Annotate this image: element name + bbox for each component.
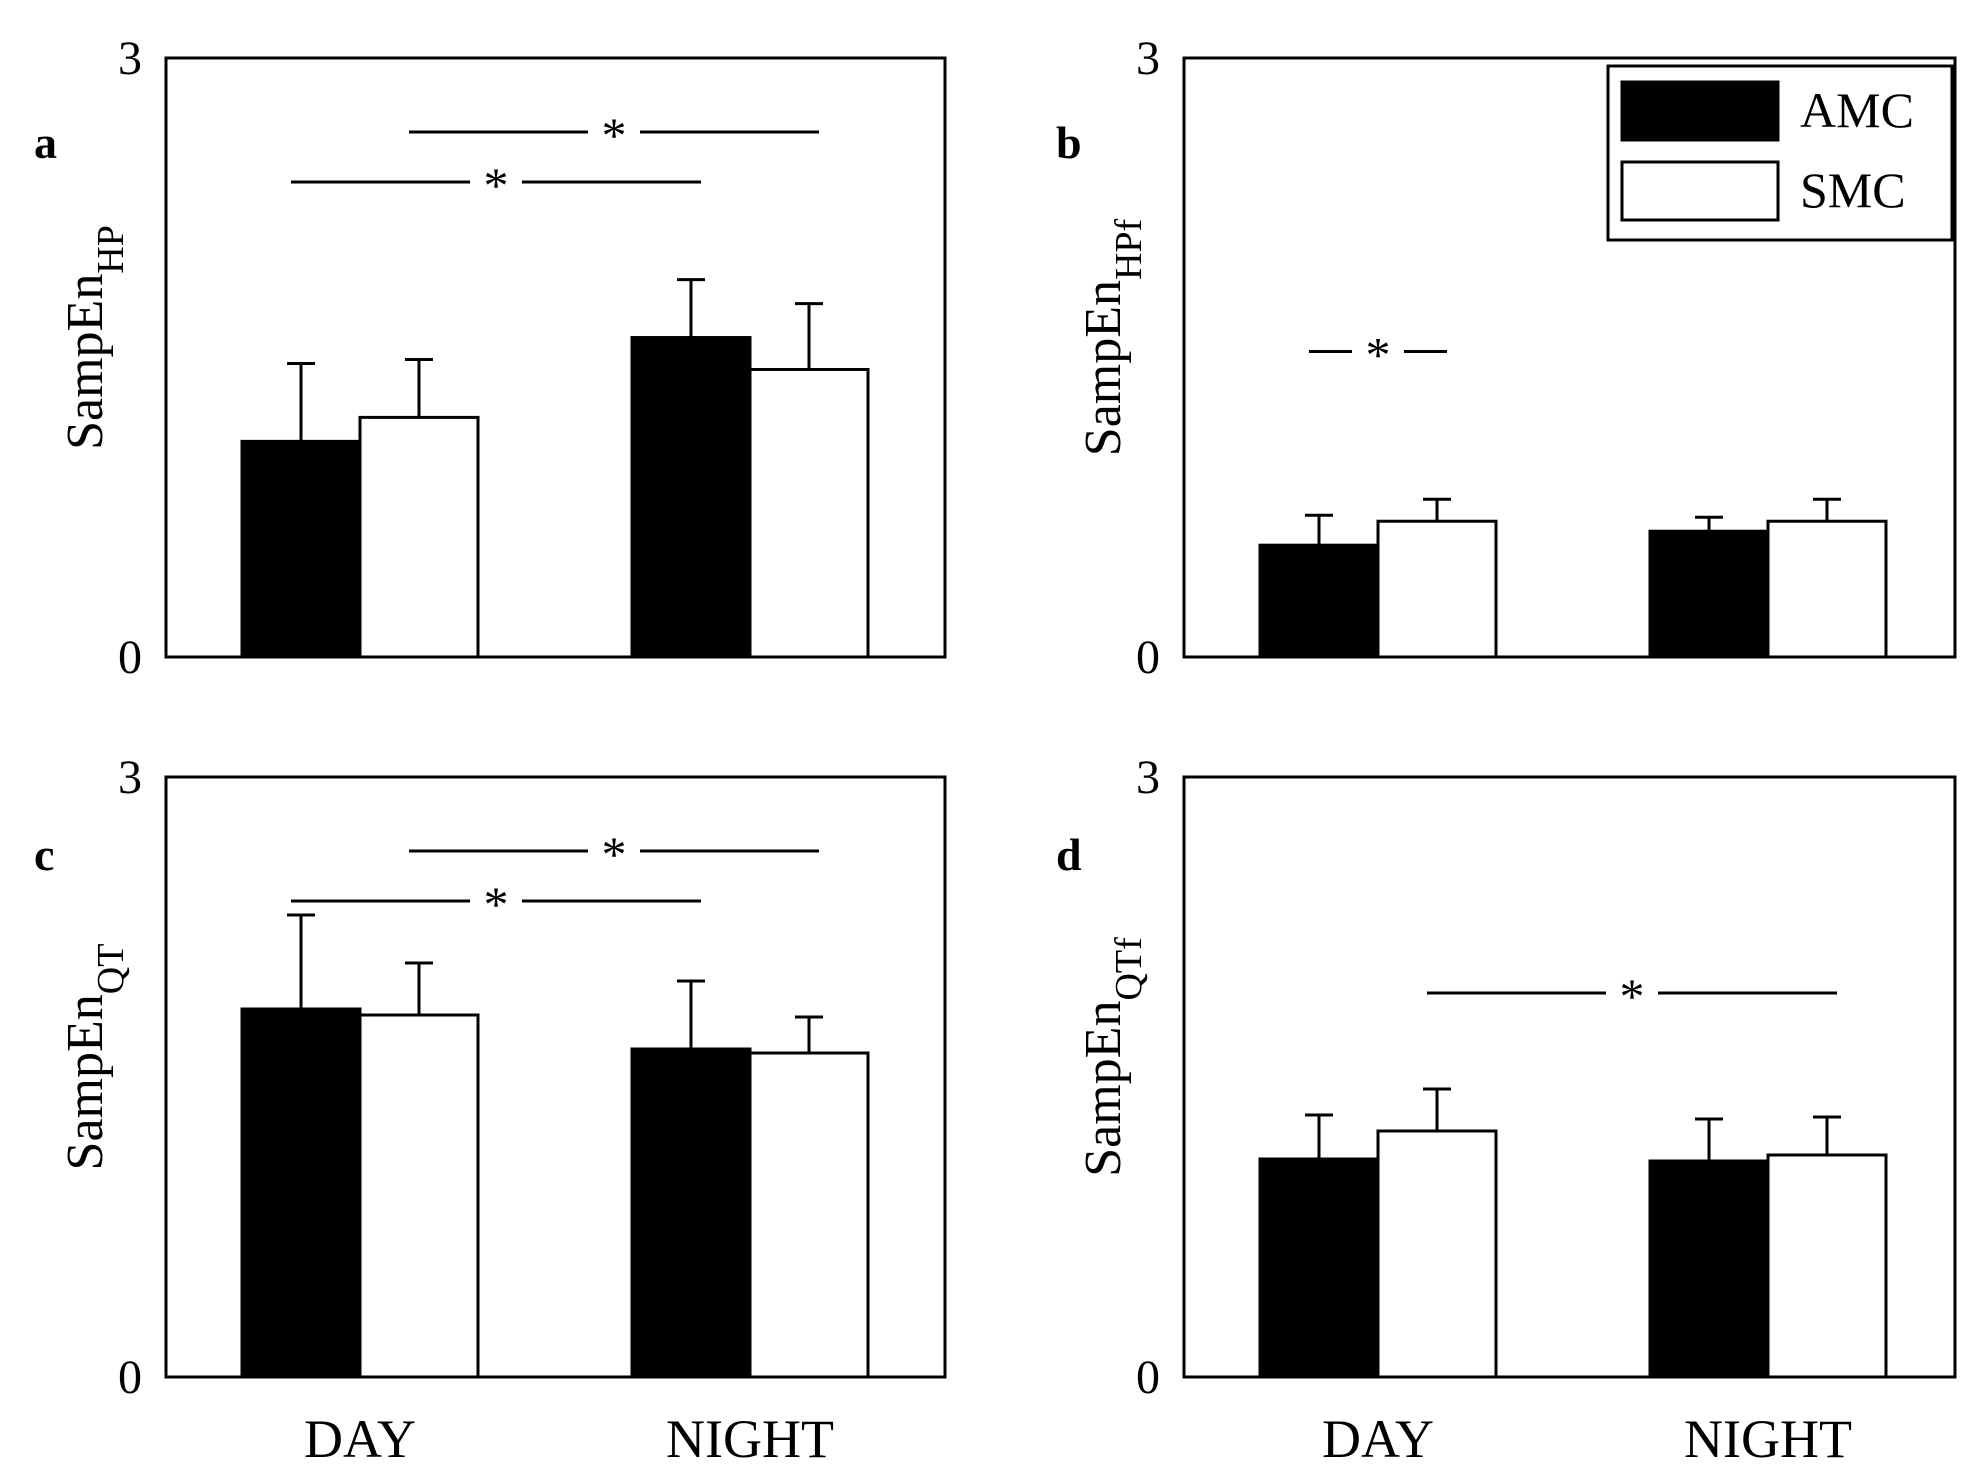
y-tick-label-min: 0 xyxy=(1136,631,1160,684)
panel-d: 3 0 SampEnQTf d * DAY NIGHT xyxy=(1056,751,1957,1469)
panel-label: d xyxy=(1056,829,1082,880)
bar-amc-day xyxy=(1258,1157,1380,1379)
panel-a: 3 0 SampEnHP a * * xyxy=(34,32,947,684)
legend-label-smc: SMC xyxy=(1800,162,1906,218)
bar-smc-night xyxy=(748,367,870,659)
y-axis-label-subscript: HP xyxy=(90,225,132,274)
y-tick-label-max: 3 xyxy=(118,751,142,804)
y-axis-label-subscript: HPf xyxy=(1108,218,1150,280)
panel-label: b xyxy=(1056,117,1082,168)
y-tick-label-min: 0 xyxy=(1136,1351,1160,1404)
significance-star: * xyxy=(484,157,509,213)
legend-label-amc: AMC xyxy=(1800,82,1914,138)
legend-swatch-smc xyxy=(1620,160,1780,222)
y-axis-label-main: SampEn xyxy=(57,274,114,450)
x-category-label-day: DAY xyxy=(1322,1409,1434,1469)
y-axis-label: SampEnQT xyxy=(57,944,132,1171)
y-tick-label-min: 0 xyxy=(118,631,142,684)
legend-swatch-amc xyxy=(1620,80,1780,142)
bar-smc-day xyxy=(358,415,480,659)
x-category-label-night: NIGHT xyxy=(666,1409,834,1469)
bar-smc-day xyxy=(1376,519,1498,659)
bar-amc-night xyxy=(1648,529,1770,659)
panel-c: 3 0 SampEnQT c * * DAY NIGHT xyxy=(34,751,947,1469)
y-axis-label: SampEnQTf xyxy=(1075,937,1150,1177)
bar-amc-day xyxy=(1258,543,1380,659)
bar-smc-night xyxy=(1766,1153,1888,1379)
bar-smc-day xyxy=(1376,1129,1498,1379)
panel-b: 3 0 SampEnHPf b * xyxy=(1056,32,1957,684)
y-tick-label-max: 3 xyxy=(1136,751,1160,804)
bar-amc-night xyxy=(630,1047,752,1379)
legend: AMC SMC xyxy=(1606,64,1954,242)
bar-amc-day xyxy=(240,1007,362,1379)
panel-label: a xyxy=(34,117,57,168)
significance-star: * xyxy=(484,876,509,932)
y-tick-label-max: 3 xyxy=(1136,32,1160,85)
x-category-label-night: NIGHT xyxy=(1684,1409,1852,1469)
bar-amc-day xyxy=(240,439,362,659)
bar-smc-night xyxy=(1766,519,1888,659)
x-category-label-day: DAY xyxy=(304,1409,416,1469)
y-axis-label: SampEnHPf xyxy=(1075,218,1150,456)
plot-frame xyxy=(164,775,947,1379)
y-tick-label-min: 0 xyxy=(118,1351,142,1404)
y-axis-label-main: SampEn xyxy=(1075,280,1132,456)
panel-label: c xyxy=(34,829,54,880)
plot-frame xyxy=(1182,775,1957,1379)
bar-smc-day xyxy=(358,1013,480,1379)
y-axis-label-main: SampEn xyxy=(57,994,114,1170)
significance-star: * xyxy=(1366,327,1391,383)
y-axis-label-subscript: QTf xyxy=(1108,937,1150,1001)
bar-amc-night xyxy=(1648,1159,1770,1379)
plot-frame xyxy=(1182,56,1957,659)
significance-star: * xyxy=(602,107,627,163)
y-axis-label-subscript: QT xyxy=(90,944,132,995)
y-axis-label: SampEnHP xyxy=(57,225,132,450)
bar-smc-night xyxy=(748,1051,870,1379)
significance-star: * xyxy=(602,826,627,882)
y-tick-label-max: 3 xyxy=(118,32,142,85)
y-axis-label-main: SampEn xyxy=(1075,1001,1132,1177)
plot-frame xyxy=(164,56,947,659)
significance-star: * xyxy=(1620,968,1645,1024)
bar-amc-night xyxy=(630,336,752,659)
